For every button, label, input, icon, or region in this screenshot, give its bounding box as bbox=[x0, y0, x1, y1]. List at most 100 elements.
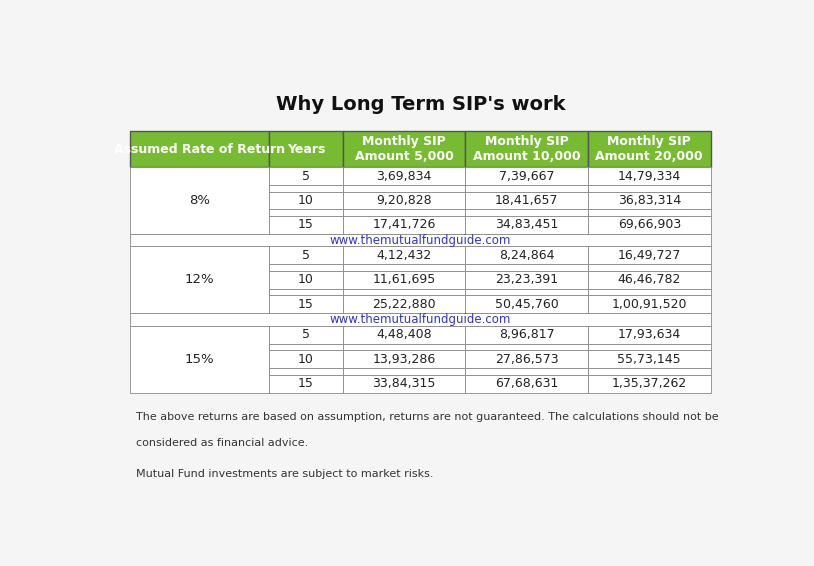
FancyBboxPatch shape bbox=[588, 216, 711, 234]
FancyBboxPatch shape bbox=[466, 209, 588, 216]
FancyBboxPatch shape bbox=[466, 350, 588, 368]
FancyBboxPatch shape bbox=[588, 167, 711, 185]
FancyBboxPatch shape bbox=[343, 185, 466, 191]
Text: www.themutualfundguide.com: www.themutualfundguide.com bbox=[330, 234, 511, 247]
FancyBboxPatch shape bbox=[588, 325, 711, 344]
Text: 12%: 12% bbox=[185, 273, 214, 286]
FancyBboxPatch shape bbox=[466, 295, 588, 313]
FancyBboxPatch shape bbox=[466, 246, 588, 264]
FancyBboxPatch shape bbox=[588, 246, 711, 264]
Text: 16,49,727: 16,49,727 bbox=[618, 249, 681, 262]
FancyBboxPatch shape bbox=[343, 289, 466, 295]
FancyBboxPatch shape bbox=[343, 167, 466, 185]
FancyBboxPatch shape bbox=[269, 289, 343, 295]
FancyBboxPatch shape bbox=[588, 295, 711, 313]
Text: 8%: 8% bbox=[189, 194, 210, 207]
FancyBboxPatch shape bbox=[269, 295, 343, 313]
FancyBboxPatch shape bbox=[466, 289, 588, 295]
FancyBboxPatch shape bbox=[343, 131, 466, 167]
FancyBboxPatch shape bbox=[269, 216, 343, 234]
FancyBboxPatch shape bbox=[466, 131, 588, 167]
Text: 17,93,634: 17,93,634 bbox=[618, 328, 681, 341]
Text: 25,22,880: 25,22,880 bbox=[372, 298, 436, 311]
FancyBboxPatch shape bbox=[466, 344, 588, 350]
Text: 13,93,286: 13,93,286 bbox=[373, 353, 435, 366]
Text: 23,23,391: 23,23,391 bbox=[495, 273, 558, 286]
Text: 15: 15 bbox=[298, 218, 314, 231]
FancyBboxPatch shape bbox=[269, 375, 343, 393]
FancyBboxPatch shape bbox=[269, 325, 343, 344]
FancyBboxPatch shape bbox=[343, 375, 466, 393]
Text: Monthly SIP
Amount 5,000: Monthly SIP Amount 5,000 bbox=[355, 135, 453, 163]
Text: 15%: 15% bbox=[185, 353, 214, 366]
FancyBboxPatch shape bbox=[269, 344, 343, 350]
FancyBboxPatch shape bbox=[588, 344, 711, 350]
Text: 67,68,631: 67,68,631 bbox=[495, 377, 558, 390]
FancyBboxPatch shape bbox=[588, 289, 711, 295]
Text: 4,12,432: 4,12,432 bbox=[377, 249, 432, 262]
FancyBboxPatch shape bbox=[588, 191, 711, 209]
Text: 10: 10 bbox=[298, 353, 314, 366]
FancyBboxPatch shape bbox=[269, 191, 343, 209]
Text: 17,41,726: 17,41,726 bbox=[373, 218, 435, 231]
FancyBboxPatch shape bbox=[269, 350, 343, 368]
FancyBboxPatch shape bbox=[466, 375, 588, 393]
Text: considered as financial advice.: considered as financial advice. bbox=[137, 438, 309, 448]
FancyBboxPatch shape bbox=[343, 246, 466, 264]
FancyBboxPatch shape bbox=[343, 209, 466, 216]
Text: Assumed Rate of Return: Assumed Rate of Return bbox=[114, 143, 285, 156]
FancyBboxPatch shape bbox=[130, 167, 269, 234]
FancyBboxPatch shape bbox=[343, 295, 466, 313]
Text: Monthly SIP
Amount 20,000: Monthly SIP Amount 20,000 bbox=[596, 135, 703, 163]
Text: 7,39,667: 7,39,667 bbox=[499, 169, 554, 182]
Text: Years: Years bbox=[287, 143, 325, 156]
FancyBboxPatch shape bbox=[269, 246, 343, 264]
Text: 69,66,903: 69,66,903 bbox=[618, 218, 681, 231]
FancyBboxPatch shape bbox=[588, 209, 711, 216]
Text: 8,24,864: 8,24,864 bbox=[499, 249, 554, 262]
Text: 10: 10 bbox=[298, 194, 314, 207]
FancyBboxPatch shape bbox=[343, 344, 466, 350]
FancyBboxPatch shape bbox=[588, 264, 711, 271]
Text: 14,79,334: 14,79,334 bbox=[618, 169, 681, 182]
FancyBboxPatch shape bbox=[588, 131, 711, 167]
FancyBboxPatch shape bbox=[343, 368, 466, 375]
Text: 36,83,314: 36,83,314 bbox=[618, 194, 681, 207]
FancyBboxPatch shape bbox=[466, 264, 588, 271]
Text: 1,35,37,262: 1,35,37,262 bbox=[611, 377, 687, 390]
FancyBboxPatch shape bbox=[588, 350, 711, 368]
Text: 15: 15 bbox=[298, 377, 314, 390]
Text: 33,84,315: 33,84,315 bbox=[373, 377, 435, 390]
FancyBboxPatch shape bbox=[130, 234, 711, 246]
Text: 4,48,408: 4,48,408 bbox=[376, 328, 432, 341]
FancyBboxPatch shape bbox=[588, 375, 711, 393]
Text: 34,83,451: 34,83,451 bbox=[495, 218, 558, 231]
FancyBboxPatch shape bbox=[130, 131, 269, 167]
FancyBboxPatch shape bbox=[269, 368, 343, 375]
FancyBboxPatch shape bbox=[343, 271, 466, 289]
Text: 8,96,817: 8,96,817 bbox=[499, 328, 554, 341]
Text: 3,69,834: 3,69,834 bbox=[377, 169, 432, 182]
FancyBboxPatch shape bbox=[588, 185, 711, 191]
Text: 50,45,760: 50,45,760 bbox=[495, 298, 558, 311]
FancyBboxPatch shape bbox=[466, 216, 588, 234]
Text: 46,46,782: 46,46,782 bbox=[618, 273, 681, 286]
FancyBboxPatch shape bbox=[269, 209, 343, 216]
Text: www.themutualfundguide.com: www.themutualfundguide.com bbox=[330, 313, 511, 326]
FancyBboxPatch shape bbox=[269, 167, 343, 185]
Text: 11,61,695: 11,61,695 bbox=[373, 273, 435, 286]
FancyBboxPatch shape bbox=[343, 216, 466, 234]
FancyBboxPatch shape bbox=[343, 325, 466, 344]
FancyBboxPatch shape bbox=[130, 246, 269, 313]
FancyBboxPatch shape bbox=[269, 131, 343, 167]
Text: 5: 5 bbox=[302, 328, 310, 341]
FancyBboxPatch shape bbox=[466, 271, 588, 289]
Text: Monthly SIP
Amount 10,000: Monthly SIP Amount 10,000 bbox=[473, 135, 580, 163]
FancyBboxPatch shape bbox=[269, 185, 343, 191]
FancyBboxPatch shape bbox=[588, 271, 711, 289]
FancyBboxPatch shape bbox=[466, 325, 588, 344]
Text: Why Long Term SIP's work: Why Long Term SIP's work bbox=[276, 95, 565, 114]
FancyBboxPatch shape bbox=[343, 191, 466, 209]
Text: 5: 5 bbox=[302, 249, 310, 262]
Text: 18,41,657: 18,41,657 bbox=[495, 194, 558, 207]
